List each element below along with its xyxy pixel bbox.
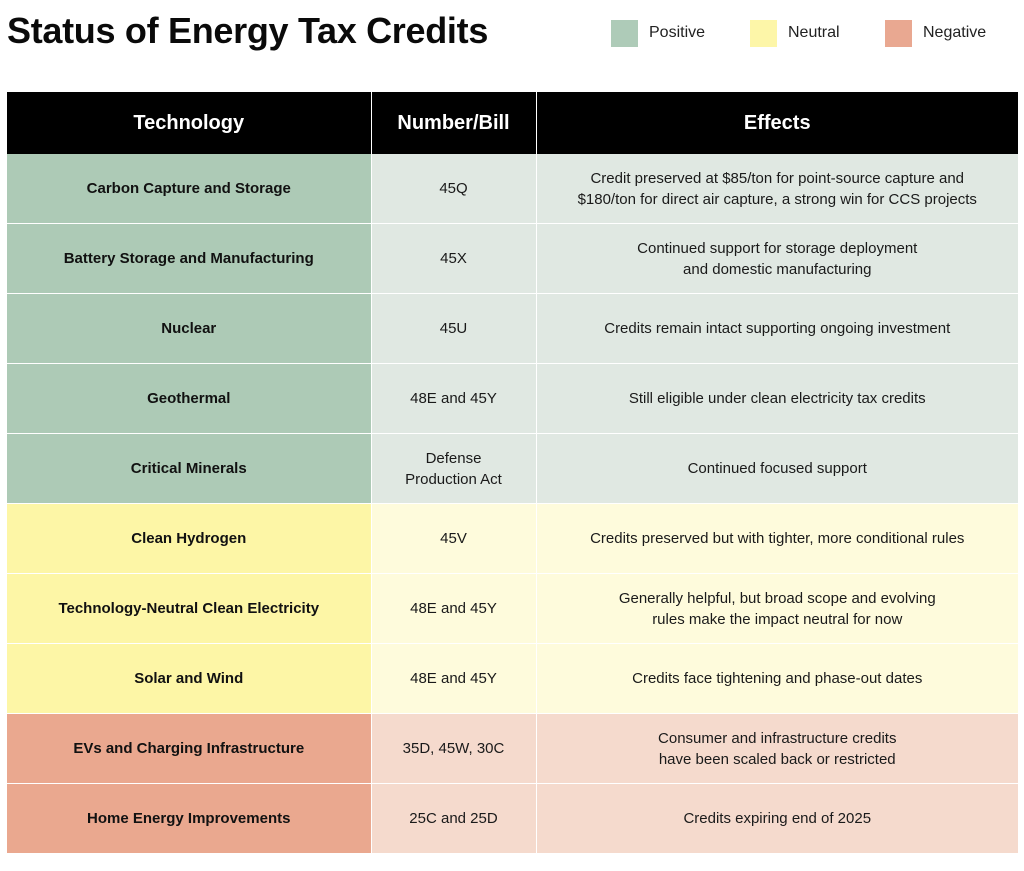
- cell-effects: Continued support for storage deployment…: [536, 223, 1018, 294]
- legend-item-neutral: Neutral: [750, 19, 840, 47]
- cell-bill: 45V: [371, 503, 537, 574]
- cell-bill: 45U: [371, 293, 537, 364]
- cell-bill: 45X: [371, 223, 537, 294]
- table-row: Solar and Wind 48E and 45Y Credits face …: [7, 643, 1018, 714]
- table-body: Carbon Capture and Storage 45Q Credit pr…: [7, 154, 1018, 854]
- legend-swatch-negative: [885, 19, 912, 47]
- table-row: EVs and Charging Infrastructure 35D, 45W…: [7, 713, 1018, 784]
- cell-technology: Nuclear: [7, 293, 372, 364]
- cell-effects: Credits preserved but with tighter, more…: [536, 503, 1018, 574]
- cell-effects: Credits expiring end of 2025: [536, 783, 1018, 854]
- cell-technology: Technology-Neutral Clean Electricity: [7, 573, 372, 644]
- cell-effects: Consumer and infrastructure credits have…: [536, 713, 1018, 784]
- legend-item-negative: Negative: [885, 19, 986, 47]
- legend-item-positive: Positive: [611, 19, 705, 47]
- table-row: Geothermal 48E and 45Y Still eligible un…: [7, 363, 1018, 434]
- cell-bill: 35D, 45W, 30C: [371, 713, 537, 784]
- header-effects: Effects: [536, 92, 1018, 154]
- legend-label-positive: Positive: [649, 24, 706, 41]
- cell-bill: 25C and 25D: [371, 783, 537, 854]
- cell-technology: Solar and Wind: [7, 643, 372, 714]
- cell-technology: Home Energy Improvements: [7, 783, 372, 854]
- table-header-row: Technology Number/Bill Effects: [7, 92, 1018, 154]
- cell-effects: Generally helpful, but broad scope and e…: [536, 573, 1018, 644]
- cell-technology: Critical Minerals: [7, 433, 372, 504]
- legend-label-negative: Negative: [923, 24, 987, 41]
- table-row: Home Energy Improvements 25C and 25D Cre…: [7, 783, 1018, 854]
- table-row: Critical Minerals Defense Production Act…: [7, 433, 1018, 504]
- table-row: Clean Hydrogen 45V Credits preserved but…: [7, 503, 1018, 574]
- cell-effects: Credit preserved at $85/ton for point-so…: [536, 154, 1018, 224]
- table-row: Nuclear 45U Credits remain intact suppor…: [7, 293, 1018, 364]
- header-technology: Technology: [7, 92, 372, 154]
- cell-technology: Geothermal: [7, 363, 372, 434]
- cell-effects: Still eligible under clean electricity t…: [536, 363, 1018, 434]
- legend-label-neutral: Neutral: [788, 24, 840, 41]
- tax-credits-table: Technology Number/Bill Effects Carbon Ca…: [7, 92, 1018, 854]
- cell-technology: EVs and Charging Infrastructure: [7, 713, 372, 784]
- cell-bill: 48E and 45Y: [371, 643, 537, 714]
- cell-effects: Continued focused support: [536, 433, 1018, 504]
- cell-technology: Carbon Capture and Storage: [7, 154, 372, 224]
- legend-swatch-positive: [611, 19, 638, 47]
- table-row: Carbon Capture and Storage 45Q Credit pr…: [7, 154, 1018, 224]
- page-title: Status of Energy Tax Credits: [7, 10, 489, 51]
- cell-effects: Credits remain intact supporting ongoing…: [536, 293, 1018, 364]
- table-row: Technology-Neutral Clean Electricity 48E…: [7, 573, 1018, 644]
- cell-bill: 48E and 45Y: [371, 573, 537, 644]
- cell-technology: Clean Hydrogen: [7, 503, 372, 574]
- table-row: Battery Storage and Manufacturing 45X Co…: [7, 223, 1018, 294]
- legend-swatch-neutral: [750, 19, 777, 47]
- cell-bill: 48E and 45Y: [371, 363, 537, 434]
- header-number-bill: Number/Bill: [371, 92, 537, 154]
- cell-bill: 45Q: [371, 154, 537, 224]
- cell-effects: Credits face tightening and phase-out da…: [536, 643, 1018, 714]
- cell-bill: Defense Production Act: [371, 433, 537, 504]
- cell-technology: Battery Storage and Manufacturing: [7, 223, 372, 294]
